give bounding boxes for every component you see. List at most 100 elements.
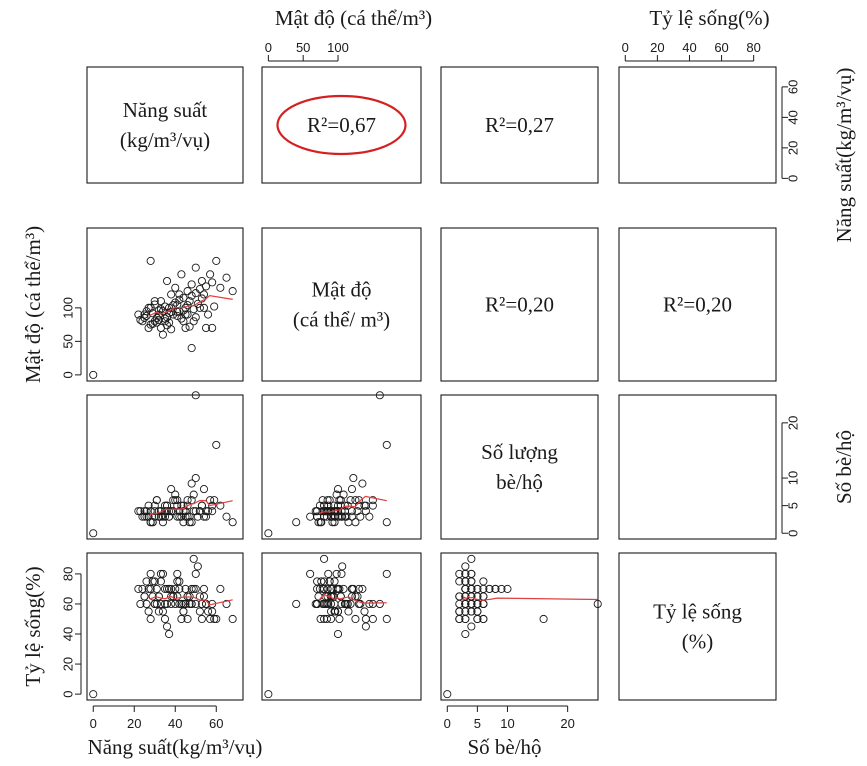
data-point [173, 569, 182, 578]
data-point [338, 562, 347, 571]
data-point [320, 501, 329, 510]
data-point [193, 512, 202, 521]
data-point [461, 562, 470, 571]
data-point [349, 473, 358, 483]
data-point [306, 512, 315, 521]
data-point [150, 599, 159, 609]
data-point [160, 314, 170, 323]
data-point [346, 599, 355, 609]
data-point [175, 512, 184, 521]
data-point [187, 291, 196, 300]
data-point [503, 584, 512, 593]
highlight-ellipse [276, 94, 407, 156]
data-point [382, 518, 391, 527]
data-point [356, 599, 365, 609]
data-point [152, 584, 161, 593]
data-point [216, 501, 225, 510]
data-point [329, 501, 338, 510]
data-point [315, 584, 324, 593]
tick-label: 80 [746, 40, 760, 55]
data-point [358, 584, 367, 593]
data-point [150, 512, 159, 521]
data-point [185, 512, 194, 521]
data-point [187, 280, 196, 289]
data-point [193, 562, 202, 571]
data-point [179, 507, 188, 516]
data-point [191, 569, 200, 578]
tick-label: 60 [209, 716, 223, 731]
data-point [165, 309, 174, 318]
data-point [306, 569, 315, 578]
data-point [331, 607, 340, 616]
data-point [158, 607, 167, 616]
diagonal-label: Số lượng [481, 440, 558, 464]
data-point [201, 282, 211, 291]
data-point [461, 599, 470, 609]
data-point [154, 315, 163, 324]
data-point [183, 496, 192, 505]
data-point [479, 577, 488, 586]
panel-frame [618, 394, 777, 540]
panel-r0-c1: R²=0,67 [261, 66, 422, 184]
data-point [206, 270, 215, 279]
data-point [199, 303, 209, 312]
diagonal-label: (%) [682, 630, 713, 654]
data-point [138, 584, 147, 593]
data-point [206, 496, 215, 505]
data-point [171, 283, 180, 292]
data-point [142, 599, 151, 609]
data-point [160, 599, 170, 609]
data-point [163, 276, 172, 286]
data-point [336, 496, 345, 505]
data-point [156, 297, 165, 306]
tick-label: 100 [60, 297, 75, 319]
data-point [191, 599, 200, 609]
data-point [313, 512, 322, 521]
data-point [171, 298, 180, 307]
data-point [204, 310, 213, 319]
tick-label: 20 [560, 716, 574, 731]
data-point [175, 295, 184, 304]
data-point [144, 501, 153, 510]
tick-label: 0 [60, 691, 75, 698]
data-point [183, 614, 192, 624]
r-squared-label: R²=0,20 [663, 293, 732, 317]
data-point [485, 584, 494, 593]
data-point [356, 512, 365, 521]
tick-label: 60 [785, 80, 800, 94]
panel-r1-c0 [86, 227, 244, 382]
diagonal-label: bè/hộ [496, 470, 543, 494]
tick-label: 0 [622, 40, 629, 55]
data-point [89, 370, 98, 379]
x-axis-top-density: 0 50 100 [265, 40, 349, 62]
panel-frame [440, 552, 599, 701]
data-point [160, 614, 170, 624]
data-point [187, 599, 196, 609]
data-point [333, 584, 343, 593]
panel-r3-c3: Tỷ lệ sống (%) [618, 552, 777, 701]
data-point [171, 599, 180, 609]
data-point [189, 507, 198, 516]
data-point [191, 473, 200, 483]
data-point [212, 614, 221, 624]
tick-label: 40 [785, 110, 800, 124]
data-point [146, 614, 155, 624]
y-axis-right-cages: 0 5 10 20 [781, 416, 800, 537]
data-point [175, 584, 184, 593]
data-point [148, 319, 157, 328]
panel-frame [440, 66, 599, 184]
data-point [313, 577, 322, 586]
data-point [201, 323, 211, 333]
panel-r2-c0 [86, 391, 244, 540]
data-point [191, 507, 200, 516]
y-axis-left-density: 0 50 100 [60, 297, 82, 378]
data-point [160, 302, 170, 311]
data-point [331, 512, 340, 521]
data-point [181, 512, 190, 521]
data-point [323, 584, 332, 593]
axis-title-right-yield: Năng suất(kg/m³/vụ) [832, 68, 856, 243]
smooth-fit-line [149, 499, 233, 515]
data-point [382, 614, 391, 624]
data-point [199, 584, 209, 593]
data-point [165, 629, 174, 639]
